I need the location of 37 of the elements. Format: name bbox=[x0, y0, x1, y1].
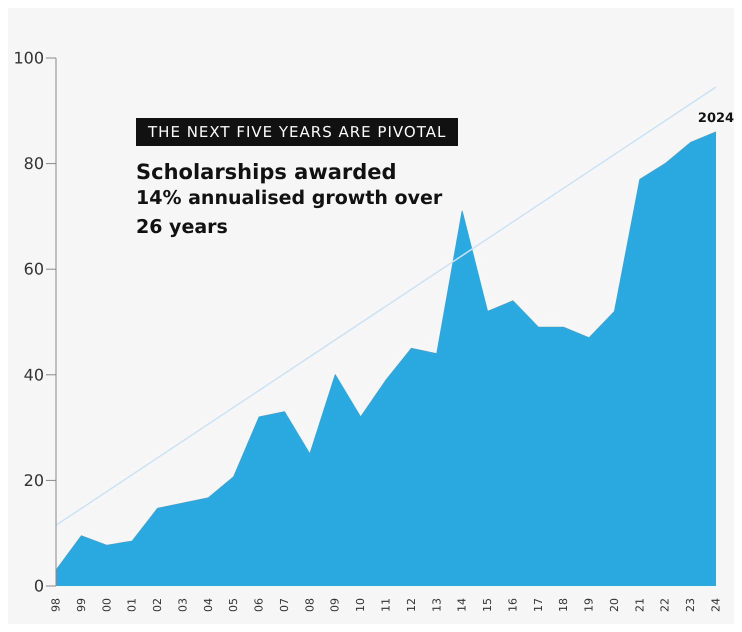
x-tick-label: 07 bbox=[278, 598, 291, 612]
x-tick-label: 12 bbox=[404, 598, 418, 612]
x-tick-label: 05 bbox=[227, 598, 240, 612]
x-tick-label: 15 bbox=[481, 598, 494, 612]
x-tick-label: 06 bbox=[252, 598, 266, 612]
annotation: 2024 bbox=[698, 110, 734, 126]
x-tick-label: 20 bbox=[608, 598, 621, 612]
y-tick-label: 20 bbox=[24, 470, 44, 490]
text: Scholarships awarded bbox=[136, 160, 398, 184]
text: 14% annualised growth over 26 years bbox=[136, 186, 444, 240]
x-tick-label: 11 bbox=[380, 598, 392, 612]
x-tick-label: 21 bbox=[633, 598, 646, 612]
x-tick-label: 24 bbox=[710, 598, 722, 612]
y-tick-label: 80 bbox=[24, 154, 44, 174]
y-tick-label: 40 bbox=[24, 365, 44, 384]
x-tick-label: 10 bbox=[354, 598, 368, 612]
x-tick-label: 23 bbox=[684, 598, 698, 612]
x-tick-label: 02 bbox=[151, 598, 164, 612]
x-tick-label: 03 bbox=[176, 598, 190, 612]
x-tick-label: 16 bbox=[506, 598, 520, 612]
annotation: THE NEXT FIVE YEARS ARE PIVOTAL bbox=[136, 118, 458, 146]
x-tick-label: 17 bbox=[532, 598, 545, 612]
x-tick-label: 22 bbox=[658, 598, 672, 612]
x-tick-label: 09 bbox=[328, 598, 342, 612]
y-tick-label: 60 bbox=[24, 260, 44, 279]
x-tick-label: 19 bbox=[582, 598, 596, 612]
x-tick-label: 01 bbox=[126, 598, 139, 612]
x-tick-label: 99 bbox=[74, 598, 88, 612]
x-tick-label: 00 bbox=[100, 598, 114, 612]
y-tick-label: 100 bbox=[13, 48, 44, 68]
x-tick-label: 14 bbox=[456, 598, 469, 612]
x-tick-label: 08 bbox=[303, 598, 316, 612]
x-tick-label: 04 bbox=[202, 598, 215, 612]
y-tick-label: 0 bbox=[34, 576, 44, 596]
x-tick-label: 18 bbox=[557, 598, 570, 612]
x-tick-label: 98 bbox=[50, 598, 62, 612]
x-tick-label: 13 bbox=[430, 598, 444, 612]
